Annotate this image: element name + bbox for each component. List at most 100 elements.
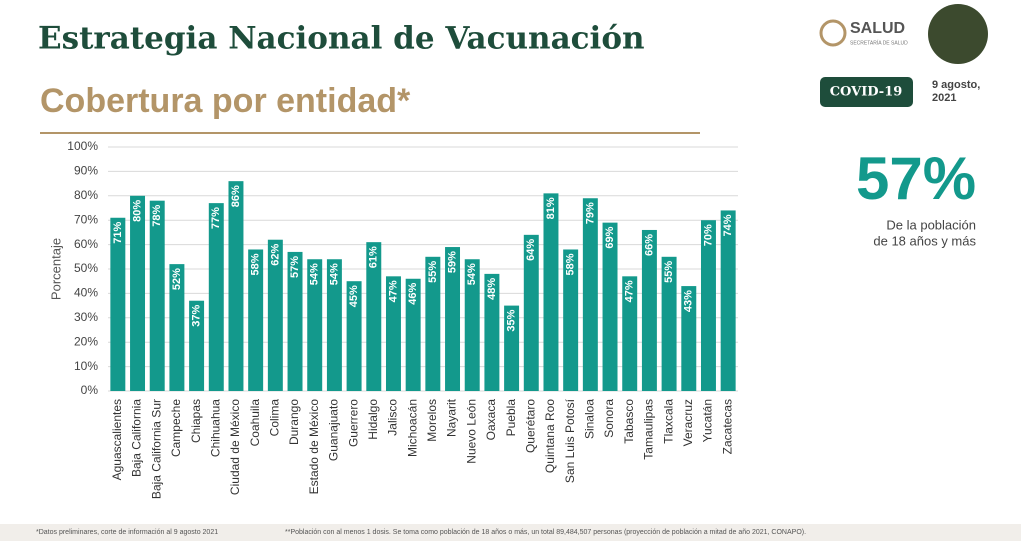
y-tick-label: 60% [74, 237, 98, 251]
value-label: 46% [407, 283, 419, 305]
bar [287, 251, 303, 391]
badge-text: COVID-19 [830, 85, 903, 100]
x-tick-label: Tamaulipas [642, 399, 656, 460]
bar [149, 200, 165, 391]
value-label: 79% [584, 202, 596, 224]
y-tick-label: 80% [74, 188, 98, 202]
bar [169, 264, 185, 391]
bar [641, 229, 657, 391]
footnote: **Población con al menos 1 dosis. Se tom… [285, 529, 806, 536]
x-tick-label: Durango [287, 399, 301, 445]
x-tick-label: Sonora [602, 399, 616, 438]
x-tick-label: Jalisco [386, 399, 400, 436]
value-label: 37% [191, 305, 203, 327]
x-tick-label: Oaxaca [484, 399, 498, 441]
y-axis-label: Porcentaje [48, 238, 63, 300]
value-label: 58% [565, 253, 577, 275]
x-tick-label: Guanajuato [327, 399, 341, 461]
y-tick-label: 50% [74, 261, 98, 275]
bar [130, 195, 146, 391]
value-label: 62% [269, 244, 281, 266]
bar [484, 273, 500, 391]
bar [464, 259, 480, 391]
bar [543, 193, 559, 391]
x-tick-label: Sinaloa [583, 399, 597, 439]
x-tick-label: Colima [268, 399, 282, 437]
x-tick-label: Hidalgo [366, 399, 380, 440]
x-tick-label: Puebla [504, 399, 518, 437]
value-label: 47% [624, 280, 636, 302]
bar [504, 305, 520, 391]
bar [602, 222, 618, 391]
value-label: 55% [663, 261, 675, 283]
highlight-caption: De la población [886, 217, 976, 232]
bar [208, 203, 224, 391]
x-tick-label: Zacatecas [720, 399, 734, 454]
x-tick-label: Ciudad de México [228, 399, 242, 495]
y-tick-label: 10% [74, 359, 98, 373]
bar [366, 242, 382, 391]
logo-text: SALUD [850, 20, 905, 37]
bar [681, 286, 697, 391]
value-label: 54% [466, 263, 478, 285]
bar [346, 281, 362, 391]
value-label: 81% [545, 197, 557, 219]
bar [248, 249, 264, 391]
value-label: 74% [722, 214, 734, 236]
x-tick-label: Tlaxcala [661, 399, 675, 444]
x-tick-label: Querétaro [523, 399, 537, 453]
value-label: 78% [151, 204, 163, 226]
value-label: 57% [289, 256, 301, 278]
value-label: 86% [230, 185, 242, 207]
bar [228, 181, 244, 391]
value-label: 59% [446, 251, 458, 273]
bar [523, 234, 539, 391]
date: 2021 [932, 92, 956, 104]
value-label: 61% [368, 246, 380, 268]
value-label: 70% [702, 224, 714, 246]
bar [405, 278, 421, 391]
x-tick-label: Nayarit [445, 398, 459, 437]
y-tick-label: 0% [81, 383, 99, 397]
x-tick-label: Coahuila [248, 399, 262, 447]
bar [110, 217, 126, 391]
bar [189, 300, 205, 391]
bar [622, 276, 638, 391]
value-label: 52% [171, 268, 183, 290]
footnote: *Datos preliminares, corte de informació… [36, 529, 218, 536]
bar [720, 210, 736, 391]
x-tick-label: Campeche [169, 399, 183, 457]
bar [385, 276, 401, 391]
y-tick-label: 20% [74, 334, 98, 348]
footer-band [0, 524, 1021, 541]
value-label: 47% [387, 280, 399, 302]
value-label: 58% [250, 253, 262, 275]
value-label: 71% [112, 222, 124, 244]
x-tick-label: Chihuahua [208, 399, 222, 457]
value-label: 66% [643, 234, 655, 256]
x-tick-label: Yucatán [701, 399, 715, 442]
value-label: 45% [348, 285, 360, 307]
x-tick-label: Aguascalientes [110, 399, 124, 480]
bar [582, 198, 598, 391]
highlight-caption: de 18 años y más [873, 233, 976, 248]
y-tick-label: 40% [74, 286, 98, 300]
bar [563, 249, 579, 391]
x-tick-label: Chiapas [189, 399, 203, 443]
value-label: 54% [309, 263, 321, 285]
value-label: 43% [683, 290, 695, 312]
x-tick-label: Veracruz [681, 399, 695, 446]
y-tick-label: 30% [74, 310, 98, 324]
value-label: 35% [506, 309, 518, 331]
value-label: 77% [210, 207, 222, 229]
x-tick-label: Baja California [130, 399, 144, 477]
x-tick-label: Nuevo León [464, 399, 478, 464]
x-tick-label: San Luis Potosí [563, 398, 577, 483]
bar [661, 256, 677, 391]
value-label: 55% [427, 261, 439, 283]
value-label: 48% [486, 278, 498, 300]
value-label: 69% [604, 226, 616, 248]
bar [307, 259, 323, 391]
y-tick-label: 100% [67, 139, 98, 153]
